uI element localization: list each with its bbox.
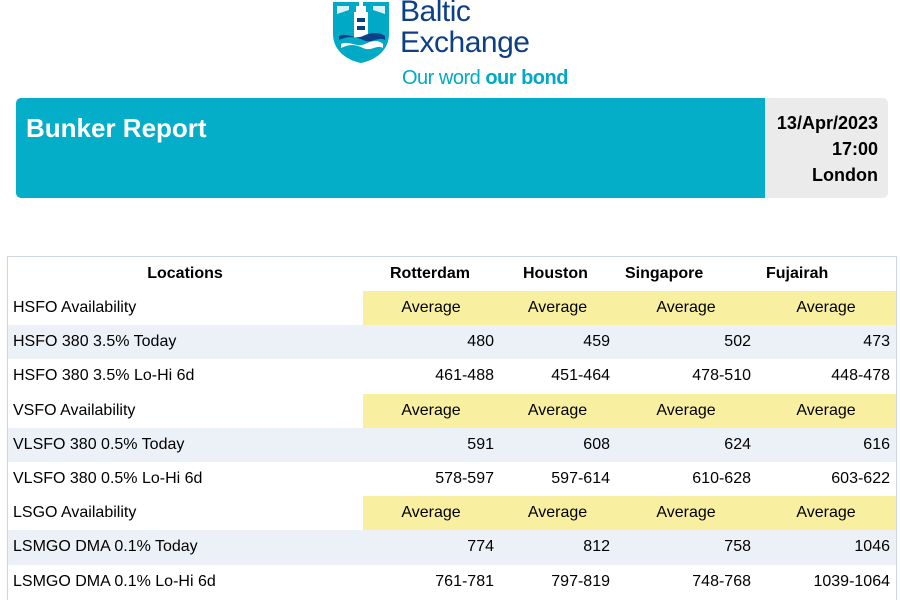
report-time: 17:00 (831, 139, 878, 159)
logo-tagline: Our word our bond (402, 66, 568, 90)
header-rotterdam: Rotterdam (390, 265, 471, 282)
cell-singapore: Average (616, 291, 757, 326)
report-meta: 13/Apr/2023 17:00 London (765, 98, 888, 198)
report-location: London (812, 165, 878, 185)
row-label: VSFO Availability (8, 393, 363, 428)
cell-houston: Average (500, 496, 616, 531)
cell-rotterdam: Average (363, 496, 500, 531)
row-label: HSFO Availability (8, 291, 363, 326)
cell-singapore: 478-510 (692, 367, 751, 385)
cell-houston: Average (500, 393, 616, 428)
cell-rotterdam: Average (363, 291, 500, 326)
table-header-row: Locations Rotterdam Houston Singapore Fu… (8, 257, 896, 291)
banner-title-area: Bunker Report (16, 98, 765, 198)
logo-name-line1: Baltic (400, 0, 471, 28)
cell-singapore: 502 (616, 325, 757, 360)
row-label: LSMGO DMA 0.1% Lo-Hi 6d (13, 572, 216, 590)
table-row: VSFO Availability Average Average Averag… (8, 393, 896, 428)
header-fujairah: Fujairah (766, 265, 829, 282)
row-label: VLSFO 380 0.5% Lo-Hi 6d (13, 470, 203, 488)
tagline-light: Our word (402, 67, 486, 89)
cell-houston: 812 (500, 530, 616, 565)
table-row: VLSFO 380 0.5% Lo-Hi 6d 578-597 597-614 … (8, 462, 896, 496)
cell-singapore: 624 (616, 427, 757, 462)
header-houston: Houston (523, 265, 588, 282)
row-label: HSFO 380 3.5% Today (8, 325, 363, 360)
cell-singapore: 610-628 (692, 470, 751, 488)
cell-rotterdam: 461-488 (435, 367, 494, 385)
cell-fujairah: 1046 (757, 530, 896, 565)
cell-houston: Average (500, 291, 616, 326)
cell-rotterdam: 480 (363, 325, 500, 360)
row-label: VLSFO 380 0.5% Today (8, 427, 363, 462)
cell-fujairah: Average (757, 496, 896, 531)
table-row: HSFO Availability Average Average Averag… (8, 291, 896, 326)
cell-houston: 451-464 (551, 367, 610, 385)
cell-singapore: Average (616, 393, 757, 428)
bunker-price-table: Locations Rotterdam Houston Singapore Fu… (7, 256, 897, 600)
cell-rotterdam: 578-597 (435, 470, 494, 488)
header-singapore: Singapore (625, 265, 704, 282)
table-row: HSFO 380 3.5% Today 480 459 502 473 (8, 325, 896, 360)
cell-fujairah: Average (757, 291, 896, 326)
row-label: LSGO Availability (8, 496, 363, 531)
cell-houston: 459 (500, 325, 616, 360)
table-row: HSFO 380 3.5% Lo-Hi 6d 461-488 451-464 4… (8, 359, 896, 393)
header-locations: Locations (147, 265, 223, 282)
cell-singapore: 748-768 (692, 572, 751, 590)
cell-houston: 797-819 (551, 572, 610, 590)
cell-singapore: Average (616, 496, 757, 531)
baltic-exchange-logo: Baltic Exchange Our word our bond (326, 0, 586, 95)
cell-rotterdam: Average (363, 393, 500, 428)
table-row: LSGO Availability Average Average Averag… (8, 496, 896, 531)
row-label: HSFO 380 3.5% Lo-Hi 6d (13, 367, 195, 385)
cell-fujairah: 473 (757, 325, 896, 360)
logo-wordmark: Baltic Exchange (400, 0, 530, 59)
cell-rotterdam: 774 (363, 530, 500, 565)
cell-fujairah: 1039-1064 (813, 572, 890, 590)
cell-fujairah: 603-622 (831, 470, 890, 488)
page-title: Bunker Report (26, 113, 207, 143)
cell-fujairah: 448-478 (831, 367, 890, 385)
cell-rotterdam: 591 (363, 427, 500, 462)
lighthouse-shield-icon (333, 2, 389, 63)
cell-fujairah: 616 (757, 427, 896, 462)
report-date: 13/Apr/2023 (776, 113, 878, 133)
logo-name-line2: Exchange (400, 26, 530, 59)
cell-fujairah: Average (757, 393, 896, 428)
report-banner: Bunker Report 13/Apr/2023 17:00 London (16, 98, 888, 198)
table-row: LSMGO DMA 0.1% Today 774 812 758 1046 (8, 530, 896, 565)
table-row: VLSFO 380 0.5% Today 591 608 624 616 (8, 427, 896, 462)
cell-houston: 608 (500, 427, 616, 462)
table-row: LSMGO DMA 0.1% Lo-Hi 6d 761-781 797-819 … (8, 565, 896, 599)
cell-rotterdam: 761-781 (435, 572, 494, 590)
row-label: LSMGO DMA 0.1% Today (8, 530, 363, 565)
cell-singapore: 758 (616, 530, 757, 565)
cell-houston: 597-614 (551, 470, 610, 488)
tagline-bold: our bond (485, 67, 568, 89)
